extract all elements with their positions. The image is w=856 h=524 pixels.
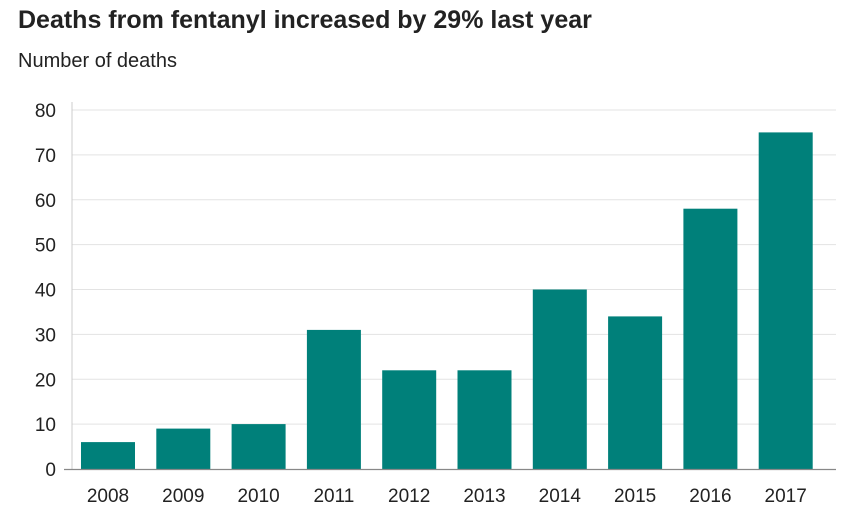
y-axis-ticks: 0 10 20 30 40 50 60 70 80	[35, 101, 56, 481]
x-tick-label: 2017	[765, 486, 807, 507]
bar-2016	[683, 208, 738, 469]
x-tick-label: 2016	[689, 486, 731, 507]
bar-2014	[532, 289, 587, 469]
bar-2008	[81, 442, 135, 469]
x-tick-label: 2014	[539, 486, 582, 507]
x-axis-ticks: 2008 2009 2010 2011 2012 2013 2014 2015 2016 2017	[87, 486, 807, 507]
x-tick-label: 2013	[463, 486, 505, 507]
bar-2011	[306, 329, 361, 469]
y-tick-label: 0	[45, 460, 56, 481]
axes	[64, 102, 836, 471]
bar-2009	[156, 428, 211, 469]
bar-2013	[457, 370, 512, 469]
x-tick-label: 2010	[237, 486, 279, 507]
y-tick-label: 40	[35, 281, 56, 302]
x-tick-label: 2008	[87, 486, 129, 507]
y-tick-label: 70	[35, 146, 56, 167]
bar-2015	[608, 316, 663, 469]
chart-title: Deaths from fentanyl increased by 29% la…	[18, 6, 592, 34]
y-tick-label: 50	[35, 236, 56, 257]
y-tick-label: 10	[35, 415, 56, 436]
x-tick-label: 2009	[162, 486, 204, 507]
y-tick-label: 30	[35, 325, 56, 346]
y-tick-label: 60	[35, 191, 56, 212]
bar-2012	[382, 370, 437, 469]
bars	[81, 132, 813, 469]
x-tick-label: 2015	[614, 486, 656, 507]
x-tick-label: 2011	[313, 486, 354, 507]
x-tick-label: 2012	[388, 486, 430, 507]
bar-2017	[758, 132, 813, 469]
y-tick-label: 20	[35, 370, 56, 391]
chart-subtitle: Number of deaths	[18, 50, 177, 72]
bar-2010	[231, 424, 286, 469]
y-tick-label: 80	[35, 101, 56, 122]
